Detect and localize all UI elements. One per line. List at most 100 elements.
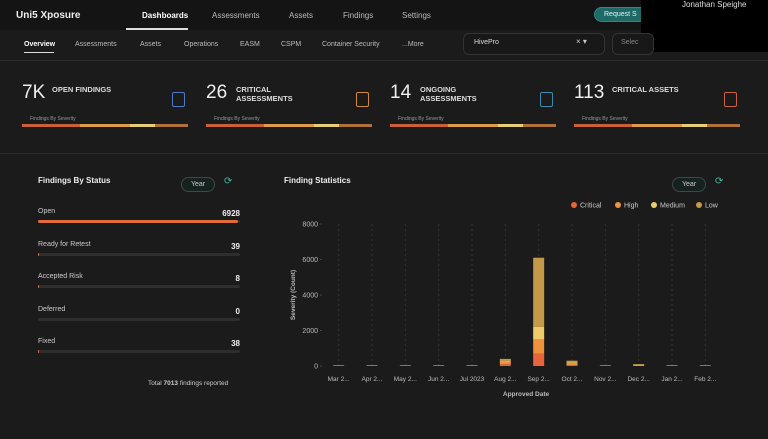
kpi-value: 14 xyxy=(390,82,412,103)
x-tick-label: Feb 2... xyxy=(694,376,716,383)
clear-icon[interactable]: × ▾ xyxy=(576,37,587,46)
kpi-sub: Findings By Severity xyxy=(30,116,76,122)
legend-swatch xyxy=(571,202,577,208)
x-tick-label: Mar 2... xyxy=(328,376,350,383)
x-tick-label: Aug 2... xyxy=(494,376,517,383)
kpi-label: CRITICAL ASSETS xyxy=(612,85,679,94)
kpi-value: 113 xyxy=(574,82,605,103)
bar-segment xyxy=(366,365,378,366)
status-track xyxy=(38,252,240,256)
status-track xyxy=(38,285,240,288)
bar-segment xyxy=(533,339,545,354)
y-tick-label: 6000 xyxy=(302,257,318,264)
bar-segment xyxy=(533,257,545,327)
status-value: 0 xyxy=(235,306,240,316)
kpi-sub: Findings By Severity xyxy=(214,116,260,122)
status-value: 6928 xyxy=(222,209,240,218)
subnav-tab[interactable]: Container Security xyxy=(322,41,380,48)
select-placeholder: Selec xyxy=(621,39,639,46)
nav-item[interactable]: Assessments xyxy=(212,11,260,20)
bar-segment xyxy=(566,363,578,366)
bar-segment xyxy=(599,365,611,366)
kpi-icon xyxy=(540,92,553,107)
x-tick-label: May 2... xyxy=(394,376,417,383)
y-tick-label: 2000 xyxy=(302,328,318,335)
nav-item[interactable]: Findings xyxy=(343,11,374,20)
subnav-tab[interactable]: Overview xyxy=(24,41,56,48)
status-title: Findings By Status xyxy=(38,176,111,185)
divider xyxy=(0,60,768,61)
bar-segment xyxy=(499,360,511,362)
nav-item[interactable]: Dashboards xyxy=(142,11,189,20)
kpi-severity-bar xyxy=(22,124,188,127)
subnav-tab[interactable]: CSPM xyxy=(281,41,302,48)
status-track xyxy=(38,350,240,353)
kpi-icon xyxy=(172,92,185,107)
kpi-icon xyxy=(724,92,737,107)
legend-swatch xyxy=(615,202,621,208)
kpi-icon xyxy=(356,92,369,107)
nav-item[interactable]: Assets xyxy=(289,11,314,20)
status-bar xyxy=(38,252,40,256)
active-tab-underline xyxy=(24,52,54,53)
kpi-severity-bar xyxy=(206,124,372,127)
footer-suffix: findings reported xyxy=(179,380,229,387)
legend-swatch xyxy=(696,202,702,208)
kpi-value: 26 xyxy=(206,82,228,103)
bar-segment xyxy=(333,365,345,366)
active-underline xyxy=(126,28,188,30)
subnav-tab[interactable]: EASM xyxy=(240,41,260,48)
refresh-icon[interactable]: ⟳ xyxy=(715,176,724,187)
user-name: Jonathan Speighe xyxy=(682,0,747,9)
status-bar xyxy=(38,350,40,353)
status-label: Deferred xyxy=(38,305,66,313)
kpi-label: ONGOING ASSESSMENTS xyxy=(420,85,477,103)
kpi-severity-bar xyxy=(574,124,740,127)
nav-item[interactable]: Settings xyxy=(402,11,431,20)
subnav-tab[interactable]: ...More xyxy=(402,41,424,48)
x-tick-label: Oct 2... xyxy=(562,376,583,383)
status-label: Accepted Risk xyxy=(38,273,83,280)
bar-segment xyxy=(433,365,445,366)
kpi-sub: Findings By Severity xyxy=(582,116,628,122)
bar-segment xyxy=(566,365,578,366)
chart-year-button[interactable]: Year xyxy=(672,177,707,192)
kpi-value: 7K xyxy=(22,82,46,103)
subnav-tab[interactable]: Operations xyxy=(184,41,219,48)
legend-swatch xyxy=(651,202,657,208)
x-axis-label: Approved Date xyxy=(503,391,550,398)
chart-title: Finding Statistics xyxy=(284,176,351,185)
status-year-button[interactable]: Year xyxy=(181,177,216,192)
x-tick-label: Jan 2... xyxy=(661,376,683,383)
search-box[interactable] xyxy=(463,33,605,55)
y-tick-label: 8000 xyxy=(302,222,318,229)
status-track xyxy=(38,317,240,321)
status-value: 39 xyxy=(231,241,240,251)
status-value: 8 xyxy=(235,274,240,283)
bar-segment xyxy=(666,365,678,366)
bar-segment xyxy=(566,360,578,363)
legend-label: Low xyxy=(705,203,719,210)
x-tick-label: Jul 2023 xyxy=(460,376,485,383)
subnav-tab[interactable]: Assets xyxy=(140,41,162,48)
request-button[interactable]: Request S xyxy=(594,7,647,22)
bar-segment xyxy=(499,364,511,366)
x-tick-label: Jun 2... xyxy=(428,376,450,383)
divider xyxy=(0,153,768,154)
footer-prefix: Total xyxy=(148,380,162,387)
x-tick-label: Nov 2... xyxy=(594,376,617,383)
bar-segment xyxy=(533,326,545,340)
logo[interactable]: Uni5 Xposure xyxy=(16,10,81,21)
status-value: 38 xyxy=(231,339,240,348)
kpi-label: CRITICAL ASSESSMENTS xyxy=(236,85,293,103)
bar-segment xyxy=(699,365,711,366)
bar-segment xyxy=(633,364,645,365)
refresh-icon[interactable]: ⟳ xyxy=(224,176,233,187)
subnav-tab[interactable]: Assessments xyxy=(75,41,117,48)
y-axis-label: Severity (Count) xyxy=(290,270,297,320)
legend-label: High xyxy=(624,203,639,210)
select-box[interactable] xyxy=(612,33,654,55)
status-label: Ready for Retest xyxy=(38,240,91,248)
